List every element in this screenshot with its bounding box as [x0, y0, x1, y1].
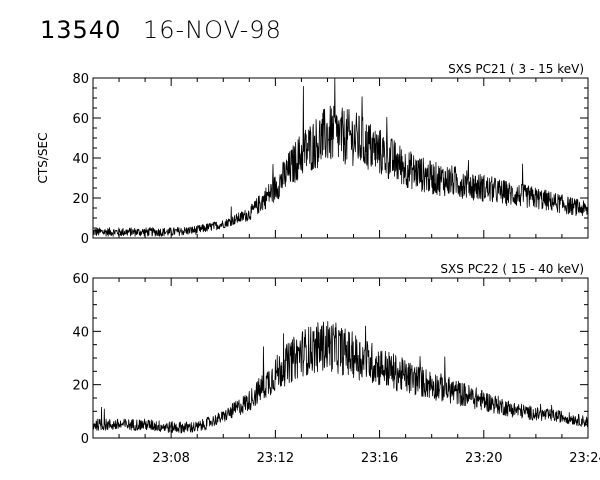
y-tick-label: 60 [72, 112, 89, 127]
pc22-series-line [92, 321, 589, 434]
y-tick-label: 0 [81, 232, 89, 247]
pc21-title: SXS PC21 ( 3 - 15 keV) [448, 62, 584, 76]
y-tick-label: 80 [72, 72, 89, 87]
x-tick-label: 23:16 [361, 451, 398, 466]
pc21-series-line [92, 77, 589, 237]
pc21-y-axis-label: CTS/SEC [36, 133, 50, 184]
event-date: 16-NOV-98 [143, 16, 282, 44]
pc22-title: SXS PC22 ( 15 - 40 keV) [440, 262, 584, 276]
y-tick-label: 60 [72, 272, 89, 287]
event-id: 13540 [40, 16, 122, 44]
y-tick-label: 0 [81, 432, 89, 447]
x-tick-label: 23:20 [465, 451, 502, 466]
panel-pc21: SXS PC21 ( 3 - 15 keV) 0 20 40 60 80 CTS/SEC [36, 62, 589, 247]
panel-pc22: SXS PC22 ( 15 - 40 keV) 0 20 40 60 23:08 23:12… [72, 262, 600, 466]
y-tick-label: 40 [72, 325, 89, 340]
x-tick-label: 23:12 [257, 451, 294, 466]
y-tick-label: 40 [72, 152, 89, 167]
pc21-plot-frame [92, 77, 589, 239]
y-tick-label: 20 [72, 379, 89, 394]
y-tick-label: 20 [72, 192, 89, 207]
x-tick-label: 23:24 [569, 451, 600, 466]
x-tick-label: 23:08 [152, 451, 189, 466]
plot-header: 13540 16-NOV-98 [40, 14, 282, 46]
